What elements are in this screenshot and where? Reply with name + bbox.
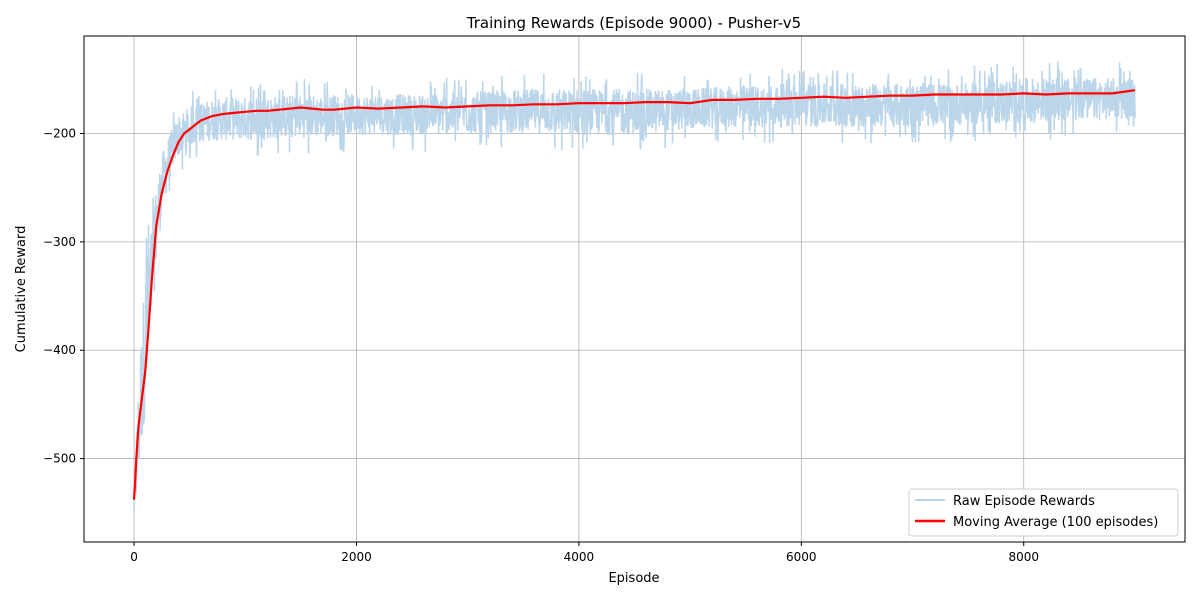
y-axis-label: Cumulative Reward [14, 226, 29, 353]
legend-label-moving-average: Moving Average (100 episodes) [953, 515, 1158, 530]
x-tick-label: 0 [130, 550, 138, 564]
raw-rewards-line [133, 61, 1136, 513]
x-tick-label: 4000 [564, 550, 595, 564]
moving-average-line [132, 89, 1136, 500]
y-tick-label: −400 [43, 343, 76, 357]
x-tick-label: 6000 [786, 550, 817, 564]
plot-frame [83, 35, 1186, 543]
x-axis-label: Episode [608, 571, 659, 586]
x-tick-label: 8000 [1008, 550, 1039, 564]
y-tick-label: −200 [43, 127, 76, 141]
y-tick-label: −300 [43, 235, 76, 249]
axis-ticks: 0 2000 4000 6000 8000 −500 −400 −300 −200 [43, 127, 1039, 564]
legend-label-raw-rewards: Raw Episode Rewards [953, 494, 1095, 509]
legend-box [908, 488, 1179, 537]
chart-title: Training Rewards (Episode 9000) - Pusher… [466, 14, 801, 32]
x-tick-label: 2000 [341, 550, 372, 564]
legend: Raw Episode Rewards Moving Average (100 … [908, 488, 1179, 537]
y-tick-label: −500 [43, 452, 76, 466]
plot-area [132, 61, 1136, 513]
